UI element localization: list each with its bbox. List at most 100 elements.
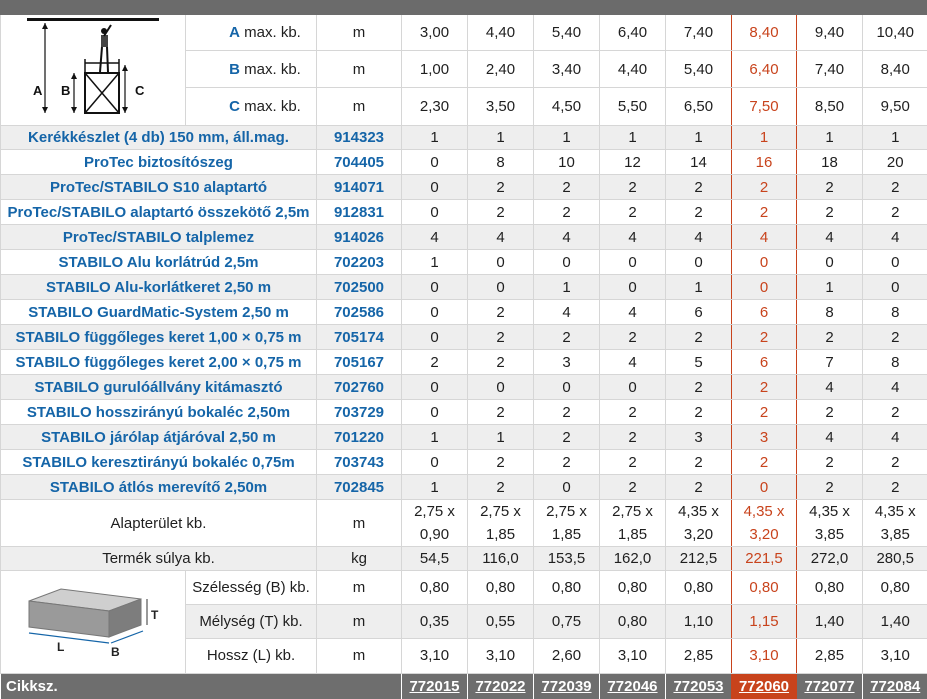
quantity-cell: 2 [797, 450, 863, 475]
article-code-link[interactable]: 772060 [732, 674, 797, 699]
article-code-link[interactable]: 772084 [863, 674, 927, 699]
article-code-link[interactable]: 772022 [468, 674, 534, 699]
quantity-cell: 2 [402, 350, 468, 375]
pack-value: 0,55 [468, 604, 534, 638]
quantity-cell: 2 [732, 375, 797, 400]
pack-value: 0,35 [402, 604, 468, 638]
quantity-cell: 2 [666, 400, 732, 425]
unit-cell: m [317, 571, 402, 605]
quantity-cell: 8 [863, 300, 927, 325]
quantity-cell: 4 [534, 225, 600, 250]
quantity-cell: 2 [468, 350, 534, 375]
label-w: B [111, 645, 120, 659]
weight-value: 162,0 [600, 547, 666, 571]
quantity-cell: 2 [468, 450, 534, 475]
weight-value: 272,0 [797, 547, 863, 571]
component-name: ProTec/STABILO alaptartó összekötő 2,5m [1, 200, 317, 225]
pack-value: 2,85 [797, 638, 863, 673]
dimension-value: 4,40 [468, 15, 534, 50]
quantity-cell: 4 [797, 375, 863, 400]
quantity-cell: 0 [797, 250, 863, 275]
dimension-value: 4,50 [534, 88, 600, 126]
dimension-text: max. kb. [244, 61, 301, 78]
quantity-cell: 4 [863, 375, 927, 400]
quantity-cell: 2 [732, 200, 797, 225]
quantity-cell: 4 [600, 225, 666, 250]
article-code-link[interactable]: 772046 [600, 674, 666, 699]
article-number: 705174 [317, 325, 402, 350]
article-code-link[interactable]: 772039 [534, 674, 600, 699]
weight-value: 116,0 [468, 547, 534, 571]
quantity-cell: 2 [863, 475, 927, 500]
quantity-cell: 6 [666, 300, 732, 325]
quantity-cell: 2 [863, 325, 927, 350]
component-name: STABILO GuardMatic-System 2,50 m [1, 300, 317, 325]
quantity-cell: 0 [468, 375, 534, 400]
component-name: ProTec biztosítószeg [1, 150, 317, 175]
dimension-value: 5,40 [666, 50, 732, 88]
article-code-link[interactable]: 772015 [402, 674, 468, 699]
article-code-link[interactable]: 772077 [797, 674, 863, 699]
pack-value: 0,80 [797, 571, 863, 605]
component-name: STABILO járólap átjáróval 2,50 m [1, 425, 317, 450]
quantity-cell: 8 [797, 300, 863, 325]
quantity-cell: 2 [534, 200, 600, 225]
area-top: 4,35 x [678, 503, 719, 520]
pack-value: 0,80 [732, 571, 797, 605]
area-top: 2,75 x [612, 503, 653, 520]
quantity-cell: 2 [732, 325, 797, 350]
component-name: Kerékkészlet (4 db) 150 mm, áll.mag. [1, 126, 317, 150]
article-number: 702586 [317, 300, 402, 325]
quantity-cell: 4 [863, 425, 927, 450]
area-bottom: 3,20 [749, 526, 778, 543]
quantity-cell: 7 [797, 350, 863, 375]
component-name: STABILO hosszirányú bokaléc 2,50m [1, 400, 317, 425]
dimension-text: max. kb. [244, 24, 301, 41]
article-number: 702760 [317, 375, 402, 400]
area-bottom: 1,85 [552, 526, 581, 543]
quantity-cell: 5 [666, 350, 732, 375]
article-number: 703729 [317, 400, 402, 425]
quantity-cell: 2 [666, 325, 732, 350]
dimension-label: B max. kb. [186, 50, 317, 88]
pack-value: 2,60 [534, 638, 600, 673]
quantity-cell: 1 [666, 275, 732, 300]
quantity-cell: 10 [534, 150, 600, 175]
quantity-cell: 2 [468, 300, 534, 325]
article-number: 912831 [317, 200, 402, 225]
quantity-cell: 0 [468, 250, 534, 275]
unit-cell: m [317, 638, 402, 673]
label-b: B [61, 83, 70, 98]
quantity-cell: 2 [797, 200, 863, 225]
quantity-cell: 1 [797, 275, 863, 300]
component-name: ProTec/STABILO S10 alaptartó [1, 175, 317, 200]
pack-value: 0,80 [402, 571, 468, 605]
quantity-cell: 2 [600, 325, 666, 350]
quantity-cell: 2 [666, 475, 732, 500]
quantity-cell: 1 [797, 126, 863, 150]
package-diagram: T L B [1, 571, 186, 674]
article-number: 703743 [317, 450, 402, 475]
pack-value: 0,75 [534, 604, 600, 638]
quantity-cell: 1 [600, 126, 666, 150]
article-code-link[interactable]: 772053 [666, 674, 732, 699]
quantity-cell: 1 [732, 126, 797, 150]
dimension-letter: A [229, 24, 240, 41]
quantity-cell: 1 [468, 425, 534, 450]
quantity-cell: 2 [863, 175, 927, 200]
quantity-cell: 2 [534, 425, 600, 450]
quantity-cell: 0 [402, 200, 468, 225]
label-c: C [135, 83, 145, 98]
quantity-cell: 0 [666, 250, 732, 275]
article-number: 701220 [317, 425, 402, 450]
dimension-value: 7,50 [732, 88, 797, 126]
